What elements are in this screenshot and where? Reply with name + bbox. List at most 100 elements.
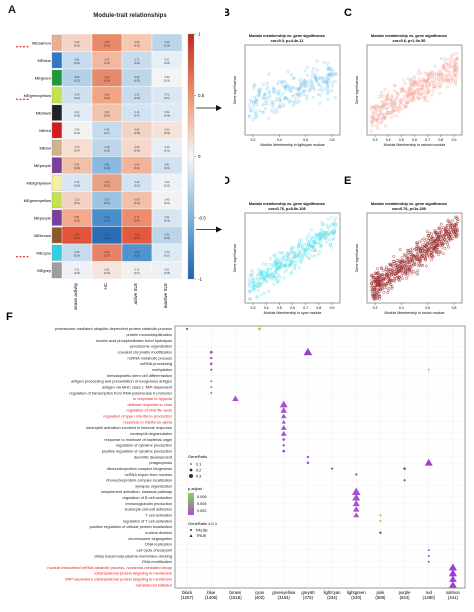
legend-size-dot: [189, 474, 193, 478]
scatter-point: [429, 238, 433, 242]
scatter-point: [327, 233, 331, 237]
y-axis-label-group: Gene significance: [355, 244, 359, 273]
scatter-point: [315, 78, 318, 82]
scatter-point: [280, 82, 284, 86]
module-label-MEblue: MEblue: [37, 58, 51, 63]
scatter-point: [437, 253, 440, 257]
scatter-point: [302, 242, 306, 246]
scatter-point: [385, 106, 389, 110]
scatter-point: [447, 239, 451, 243]
colorbar-tick-label: -1: [198, 277, 202, 282]
go-term-label: cell cycle checkpoint: [137, 547, 173, 552]
scatter-title: Module membership vs. gene significance: [249, 34, 325, 38]
go-term-label: leukocyte cell-cell adhesion: [125, 507, 172, 512]
cell-value: 0.11: [135, 111, 140, 114]
scatter-point: [420, 84, 424, 87]
scatter-point: [370, 288, 374, 292]
scatter-subtitle: cor=0.6, p<1.0e-50: [393, 39, 426, 43]
panel-a-label: A: [8, 4, 16, 16]
scatter-point: [429, 251, 433, 255]
padj-tick-label: 0.004: [197, 502, 207, 506]
scatter-point: [415, 80, 419, 84]
scatter-point: [282, 276, 286, 280]
scatter-point: [304, 248, 308, 252]
cell-pvalue: (0.06): [104, 115, 110, 117]
scatter-point: [263, 107, 267, 110]
scatter-point: [303, 89, 306, 92]
scatter-point: [270, 273, 274, 277]
scatter-point: [294, 260, 298, 264]
scatter-point: [455, 215, 459, 219]
cell-pvalue: (0.03): [74, 238, 80, 240]
scatter-point: [428, 231, 432, 235]
scatter-point: [418, 256, 422, 260]
scatter-point: [255, 99, 258, 102]
scatter-point: [260, 293, 263, 296]
scatter-point: [424, 258, 427, 262]
scatter-point: [333, 225, 337, 229]
scatter-point: [417, 69, 421, 73]
scatter-point: [276, 92, 280, 95]
scatter-point: [439, 71, 443, 75]
scatter-point: [272, 263, 276, 266]
scatter-point: [285, 268, 289, 272]
scatter-point: [404, 81, 407, 85]
cell-value: 0.22: [135, 181, 140, 184]
enrichment-dot: [282, 449, 286, 453]
scatter-point: [424, 248, 428, 252]
legend-size-dot: [189, 468, 193, 472]
scatter-point: [310, 249, 314, 253]
cell-value: 0.92: [165, 76, 170, 79]
cell-value: 0.30: [135, 93, 140, 96]
enrichment-triangle: [279, 400, 288, 408]
module-count: (234): [327, 595, 338, 600]
scatter-point: [287, 263, 291, 267]
scatter-point: [256, 273, 259, 277]
cell-pvalue: (0.05): [104, 255, 110, 257]
scatter-point: [324, 88, 328, 91]
scatter-point: [391, 272, 395, 275]
scatter-point: [294, 87, 298, 91]
module-label-MEpurple2: MEpurple: [34, 215, 52, 220]
scatter-point: [456, 220, 460, 223]
scatter-point: [454, 70, 458, 74]
scatter-point: [371, 119, 375, 123]
scatter-point: [270, 109, 274, 113]
scatter-point: [456, 229, 459, 232]
go-term-label: phagocytosis: [149, 460, 172, 465]
scatter-point: [255, 115, 259, 119]
scatter-point: [329, 230, 332, 233]
scatter-point: [413, 89, 417, 93]
scatter-point: [449, 237, 453, 241]
cell-pvalue: (0.06): [164, 238, 170, 240]
module-label-MEbrown: MEbrown: [34, 233, 51, 238]
scatter-point: [438, 240, 442, 243]
scatter-point: [259, 87, 263, 91]
cell-value: 0.10: [165, 146, 170, 149]
scatter-point: [298, 251, 301, 255]
scatter-point: [411, 247, 415, 251]
scatter-point: [430, 72, 433, 76]
scatter-point: [279, 262, 283, 266]
cell-value: 0.52: [135, 76, 140, 79]
scatter-point: [404, 104, 407, 108]
scatter-point: [454, 224, 458, 228]
scatter-point: [440, 234, 444, 238]
scatter-point: [434, 232, 438, 236]
x-tick-label: 0.2: [373, 306, 378, 310]
go-term-label: ncRNA export from nucleus: [125, 472, 172, 477]
scatter-point: [370, 129, 374, 133]
scatter-point: [395, 96, 399, 100]
scatter-point: [374, 290, 378, 294]
scatter-point: [261, 103, 265, 107]
scatter-point: [444, 227, 448, 231]
scatter-point: [281, 259, 285, 263]
scatter-point: [286, 87, 290, 91]
scatter-point: [318, 236, 322, 240]
scatter-point: [448, 71, 452, 74]
scatter-point: [374, 297, 378, 301]
y-axis-label-group: Gene significance: [233, 76, 237, 105]
scatter-point: [249, 109, 253, 113]
go-term-label: positive regulation of cytokine producti…: [102, 448, 172, 453]
module-name: salmon: [446, 590, 460, 595]
